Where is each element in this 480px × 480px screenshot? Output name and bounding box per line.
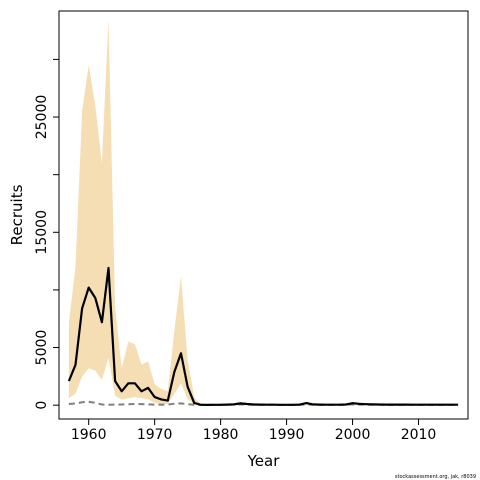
credit-text: stockassessment.org, jak, r8039 bbox=[395, 474, 476, 480]
y-tick-label: 25000 bbox=[34, 95, 50, 140]
y-axis-title: Recruits bbox=[8, 184, 26, 245]
y-tick-label: 5000 bbox=[34, 330, 50, 366]
x-tick-label: 1960 bbox=[71, 427, 107, 443]
recruits-estimate-line bbox=[67, 266, 459, 406]
x-tick-label: 2000 bbox=[335, 427, 371, 443]
axis-layer: 1960 1970 1980 1990 2000 2010 0 5000 15000 25000 bbox=[34, 58, 437, 443]
x-tick-label: 2010 bbox=[401, 427, 437, 443]
x-tick-label: 1970 bbox=[137, 427, 173, 443]
y-tick-label: 0 bbox=[34, 401, 50, 410]
x-tick-label: 1980 bbox=[203, 427, 239, 443]
x-axis-title: Year bbox=[247, 452, 281, 470]
x-tick-label: 1990 bbox=[269, 427, 305, 443]
plot-layer bbox=[67, 19, 459, 406]
y-tick-label: 15000 bbox=[34, 210, 50, 255]
confidence-band bbox=[68, 19, 459, 406]
plot-frame bbox=[58, 10, 469, 420]
